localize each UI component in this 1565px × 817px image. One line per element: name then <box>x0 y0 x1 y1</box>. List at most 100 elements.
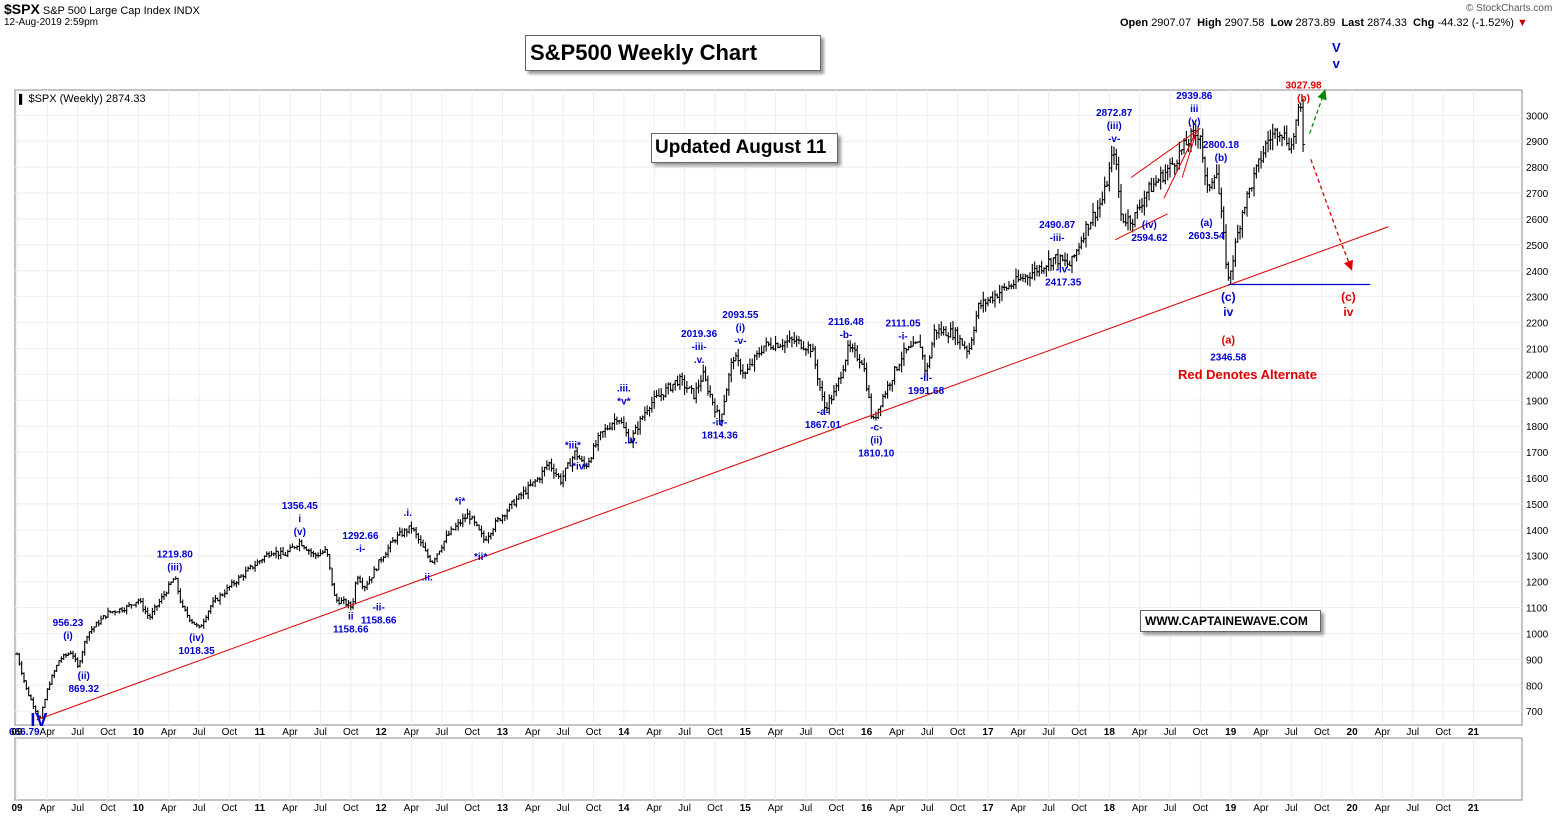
x-tick-label-lower: Jul <box>1042 803 1055 814</box>
bullish-projection-arrow-head <box>1317 89 1327 101</box>
wave-label: 1356.45 <box>282 501 319 512</box>
x-tick-label: Jul <box>1285 727 1298 738</box>
x-tick-label-lower: 17 <box>982 803 994 814</box>
y-tick-label: 800 <box>1526 681 1543 692</box>
lower-panel-frame <box>14 737 1523 801</box>
wave-label: 2417.35 <box>1045 277 1082 288</box>
wave-label: 1018.35 <box>179 646 216 657</box>
x-tick-label-lower: Apr <box>282 803 298 814</box>
symbol-description: S&P 500 Large Cap Index <box>42 5 171 17</box>
price-bars <box>15 98 1306 719</box>
last-label: Last <box>1341 17 1365 29</box>
y-tick-label: 2800 <box>1526 163 1549 174</box>
brand: © StockCharts.com <box>1466 3 1553 14</box>
y-tick-label: 1400 <box>1526 526 1549 537</box>
wave-label: 1814.36 <box>702 430 739 441</box>
wave-label: *i* <box>455 496 466 507</box>
x-tick-label: 11 <box>254 727 265 738</box>
low-label: Low <box>1270 17 1293 29</box>
wave-label: -iii- <box>1050 233 1065 244</box>
wave-label: (ii) <box>870 435 882 446</box>
wave-label: .iii. <box>617 384 631 395</box>
x-tick-label-lower: 16 <box>861 803 873 814</box>
x-tick-label: Oct <box>1193 727 1209 738</box>
x-tick-label-lower: Jul <box>557 803 570 814</box>
wave-label: 1991.68 <box>908 386 945 397</box>
x-tick-label-lower: Oct <box>828 803 844 814</box>
wave-label: 956.23 <box>53 618 84 629</box>
wave-label: 2019.36 <box>681 329 718 340</box>
x-tick-label-lower: Jul <box>71 803 84 814</box>
y-tick-label: 1100 <box>1526 604 1548 615</box>
chg-label: Chg <box>1413 17 1435 29</box>
x-tick-label: Oct <box>222 727 238 738</box>
x-tick-label: 17 <box>982 727 994 738</box>
wave-label: 1219.80 <box>157 549 194 560</box>
wave-label: *ii* <box>474 552 487 563</box>
wave-label: .iv. <box>625 435 638 446</box>
x-tick-label: Oct <box>1435 727 1451 738</box>
x-tick-label-lower: Oct <box>707 803 723 814</box>
x-tick-label: Oct <box>828 727 844 738</box>
x-tick-label: Apr <box>161 727 177 738</box>
x-tick-label-lower: Jul <box>1285 803 1298 814</box>
y-tick-label: 900 <box>1526 655 1543 666</box>
symbol: $SPX <box>4 1 40 17</box>
low-value: 2873.89 <box>1295 17 1336 29</box>
trend-lines <box>36 89 1389 721</box>
x-tick-label-lower: 14 <box>618 803 630 814</box>
x-tick-label-lower: Apr <box>525 803 541 814</box>
x-tick-label-lower: Oct <box>222 803 238 814</box>
x-tick-label: Jul <box>557 727 570 738</box>
x-tick-label-lower: Jul <box>921 803 934 814</box>
wave-label: 2939.86 <box>1176 91 1213 102</box>
wave-label: 2093.55 <box>722 310 759 321</box>
wave-label: 2490.87 <box>1039 220 1076 231</box>
x-tick-label-lower: 13 <box>497 803 509 814</box>
y-tick-label: 700 <box>1526 707 1543 718</box>
y-tick-label: 2200 <box>1526 319 1549 330</box>
x-tick-label: Oct <box>464 727 480 738</box>
y-tick-label: 1800 <box>1526 422 1549 433</box>
wave-label: 1158.66 <box>333 625 369 636</box>
wave-label: *iii* <box>565 441 581 452</box>
x-tick-label-lower: Oct <box>1071 803 1087 814</box>
y-tick-label: 2400 <box>1526 267 1549 278</box>
x-tick-label: Apr <box>1011 727 1027 738</box>
down-triangle-icon: ▼ <box>1516 17 1528 29</box>
wave-label: (iii) <box>167 562 182 573</box>
wave-label: (b) <box>1297 94 1310 105</box>
x-tick-label: Apr <box>282 727 298 738</box>
wave-label: -ii- <box>920 373 932 384</box>
wave-label: 869.32 <box>68 684 99 695</box>
wave-label: 2603.54 <box>1188 231 1225 242</box>
y-tick-label: 2300 <box>1526 293 1549 304</box>
wave-label: -i- <box>356 544 365 555</box>
trendline <box>36 226 1389 721</box>
legend-bar-icon: ▌ <box>19 94 26 104</box>
wave-label: 2872.87 <box>1096 108 1133 119</box>
updated-note: Updated August 11 <box>651 133 838 163</box>
x-tick-label: 09 <box>11 727 23 738</box>
x-tick-label: Apr <box>768 727 784 738</box>
x-tick-label: 14 <box>618 727 630 738</box>
high-label: High <box>1197 17 1222 29</box>
x-tick-label: 10 <box>133 727 145 738</box>
x-tick-label: Oct <box>1314 727 1330 738</box>
wave-label: 2111.05 <box>885 319 920 330</box>
alternate-projection-arrow <box>1310 159 1353 271</box>
timestamp: 12-Aug-2019 2:59pm <box>4 17 98 28</box>
exchange: INDX <box>173 5 200 17</box>
x-tick-label-lower: Apr <box>768 803 784 814</box>
x-tick-label: 13 <box>497 727 509 738</box>
x-tick-label-lower: Jul <box>314 803 327 814</box>
wave-label: (iv) <box>189 633 204 644</box>
x-tick-label-lower: 15 <box>740 803 752 814</box>
legend: ▌ $SPX (Weekly) 2874.33 <box>19 93 146 105</box>
x-tick-label: Apr <box>404 727 420 738</box>
x-tick-label: Apr <box>40 727 56 738</box>
wave-label: V <box>1332 40 1341 55</box>
x-tick-label-lower: Apr <box>161 803 177 814</box>
wave-label: -b- <box>840 330 853 341</box>
